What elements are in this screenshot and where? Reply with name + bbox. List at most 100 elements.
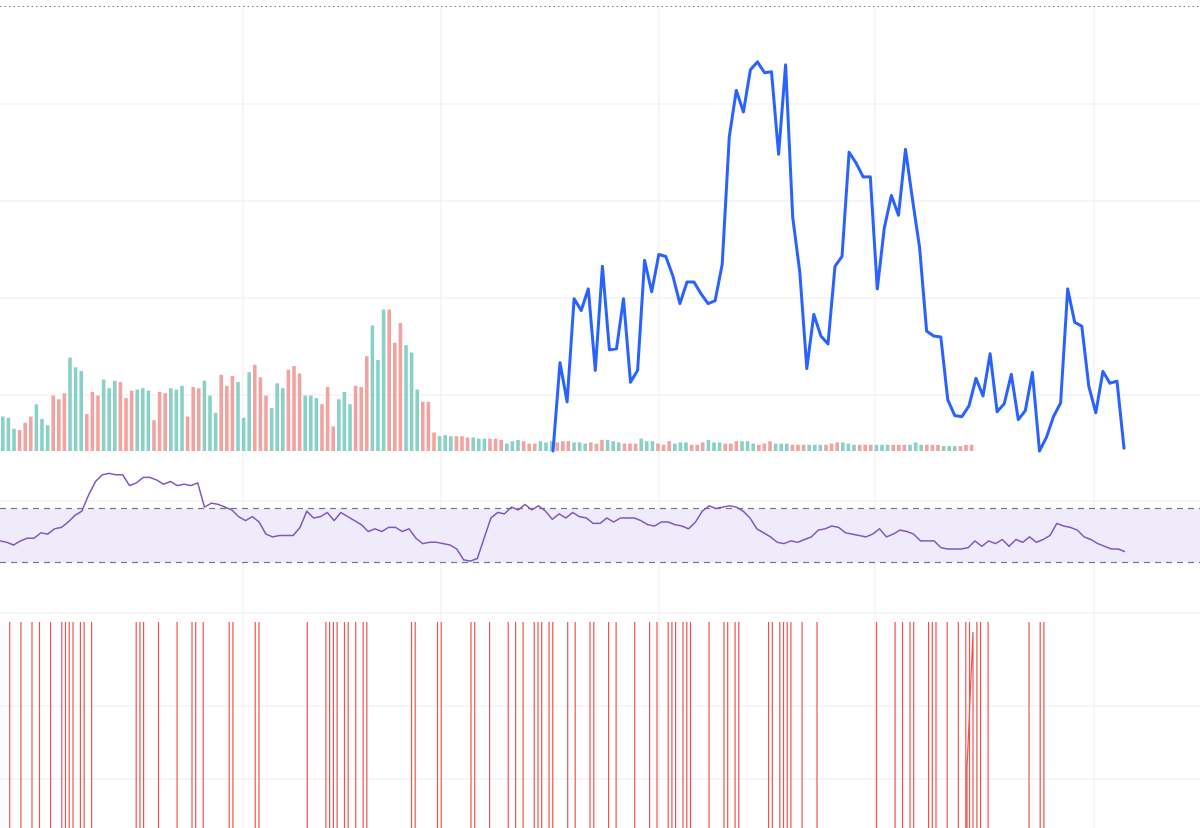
volume-bar bbox=[421, 401, 425, 451]
volume-bar bbox=[577, 442, 582, 451]
volume-bar bbox=[337, 399, 341, 451]
volume-bar bbox=[365, 356, 369, 451]
volume-bar bbox=[645, 441, 649, 451]
volume-bar bbox=[353, 385, 358, 451]
volume-bar bbox=[437, 436, 442, 451]
volume-bar bbox=[813, 444, 817, 451]
volume-bar bbox=[57, 399, 61, 451]
volume-bar bbox=[359, 387, 363, 451]
volume-bar bbox=[846, 443, 851, 451]
volume-bar bbox=[17, 430, 22, 451]
volume-bar bbox=[538, 441, 543, 451]
volume-bar bbox=[639, 438, 643, 451]
price-pane bbox=[1, 60, 1126, 453]
volume-bar bbox=[404, 345, 408, 451]
volume-bar bbox=[286, 369, 291, 451]
volume-bar bbox=[460, 436, 464, 451]
volume-bar bbox=[6, 417, 11, 451]
volume-bar bbox=[443, 435, 447, 451]
volume-bar bbox=[695, 444, 699, 451]
volume-bar bbox=[605, 439, 610, 451]
volume-bar bbox=[449, 436, 453, 451]
volume-bar bbox=[253, 364, 257, 451]
volume-bar bbox=[219, 374, 223, 451]
volume-bar bbox=[465, 437, 470, 451]
volume-bar bbox=[29, 416, 33, 451]
volume-bar bbox=[197, 388, 201, 451]
volume-bar bbox=[482, 438, 487, 451]
volume-bar bbox=[919, 444, 923, 451]
oscillator-band bbox=[0, 508, 1200, 563]
volume-bar bbox=[600, 439, 604, 451]
volume-bar bbox=[73, 367, 78, 451]
volume-bar bbox=[236, 382, 240, 451]
volume-bar bbox=[12, 428, 16, 451]
volume-bar bbox=[751, 443, 755, 451]
volume-bar bbox=[589, 442, 593, 451]
volume-bar bbox=[426, 401, 431, 451]
volume-bar bbox=[874, 444, 879, 451]
volume-bar bbox=[740, 441, 744, 451]
volume-bar bbox=[247, 372, 251, 451]
volume-bar bbox=[169, 388, 173, 451]
volume-bar bbox=[499, 439, 503, 451]
volume-bar bbox=[185, 416, 190, 451]
volume-bar bbox=[471, 437, 475, 451]
volume-bar bbox=[174, 389, 179, 451]
volume-bar bbox=[292, 366, 296, 451]
volume-bar bbox=[331, 426, 335, 451]
volume-bar bbox=[118, 382, 123, 451]
volume-bar bbox=[790, 444, 795, 451]
signals-pane bbox=[9, 622, 1045, 828]
volume-bar bbox=[701, 442, 705, 451]
volume-bar bbox=[387, 309, 391, 451]
volume-bar bbox=[113, 380, 117, 451]
volume-bar bbox=[146, 390, 151, 451]
volume-bar bbox=[773, 443, 778, 451]
volume-bar bbox=[622, 443, 627, 451]
volume-bar bbox=[544, 442, 548, 451]
volume-bar bbox=[314, 398, 319, 451]
volume-bar bbox=[225, 385, 229, 451]
volume-bar bbox=[807, 444, 811, 451]
volume-bar bbox=[566, 441, 571, 451]
volume-bar bbox=[549, 441, 554, 451]
volume-bar bbox=[930, 444, 935, 451]
volume-bar bbox=[505, 443, 509, 451]
volume-bar bbox=[706, 439, 711, 451]
volume-bar bbox=[415, 389, 419, 451]
volume-bar bbox=[62, 393, 67, 451]
volume-bar bbox=[180, 385, 184, 451]
volume-bar bbox=[213, 412, 218, 451]
volume-bar bbox=[376, 359, 380, 451]
volume-bar bbox=[409, 352, 414, 451]
volume-bar bbox=[510, 441, 515, 451]
volume-bar bbox=[34, 404, 39, 451]
volume-bar bbox=[656, 443, 660, 451]
volume-bar bbox=[208, 395, 212, 451]
volume-bar bbox=[869, 444, 873, 451]
oscillator-line bbox=[0, 472, 1126, 562]
volume-bar bbox=[891, 444, 895, 451]
volume-bar bbox=[594, 443, 599, 451]
volume-bar bbox=[913, 442, 918, 451]
volume-bar bbox=[85, 414, 89, 451]
volume-bar bbox=[779, 443, 783, 451]
volume-bar bbox=[488, 438, 492, 451]
oscillator-pane bbox=[0, 472, 1200, 564]
volume-bar bbox=[96, 395, 100, 451]
volume-bar bbox=[863, 444, 867, 451]
volume-bar bbox=[68, 357, 72, 451]
volume-bar bbox=[521, 441, 526, 451]
volume-bar bbox=[432, 432, 436, 451]
volume-bar bbox=[493, 438, 498, 451]
volume-bar bbox=[908, 444, 912, 451]
volume-bar bbox=[684, 442, 688, 451]
volume-bar bbox=[533, 443, 537, 451]
volume-bar bbox=[527, 443, 531, 451]
volume-bar bbox=[45, 425, 50, 451]
price-line bbox=[551, 60, 1126, 453]
volume-bar bbox=[269, 407, 274, 451]
volume-bar bbox=[107, 388, 111, 451]
volume-bar bbox=[712, 442, 716, 451]
